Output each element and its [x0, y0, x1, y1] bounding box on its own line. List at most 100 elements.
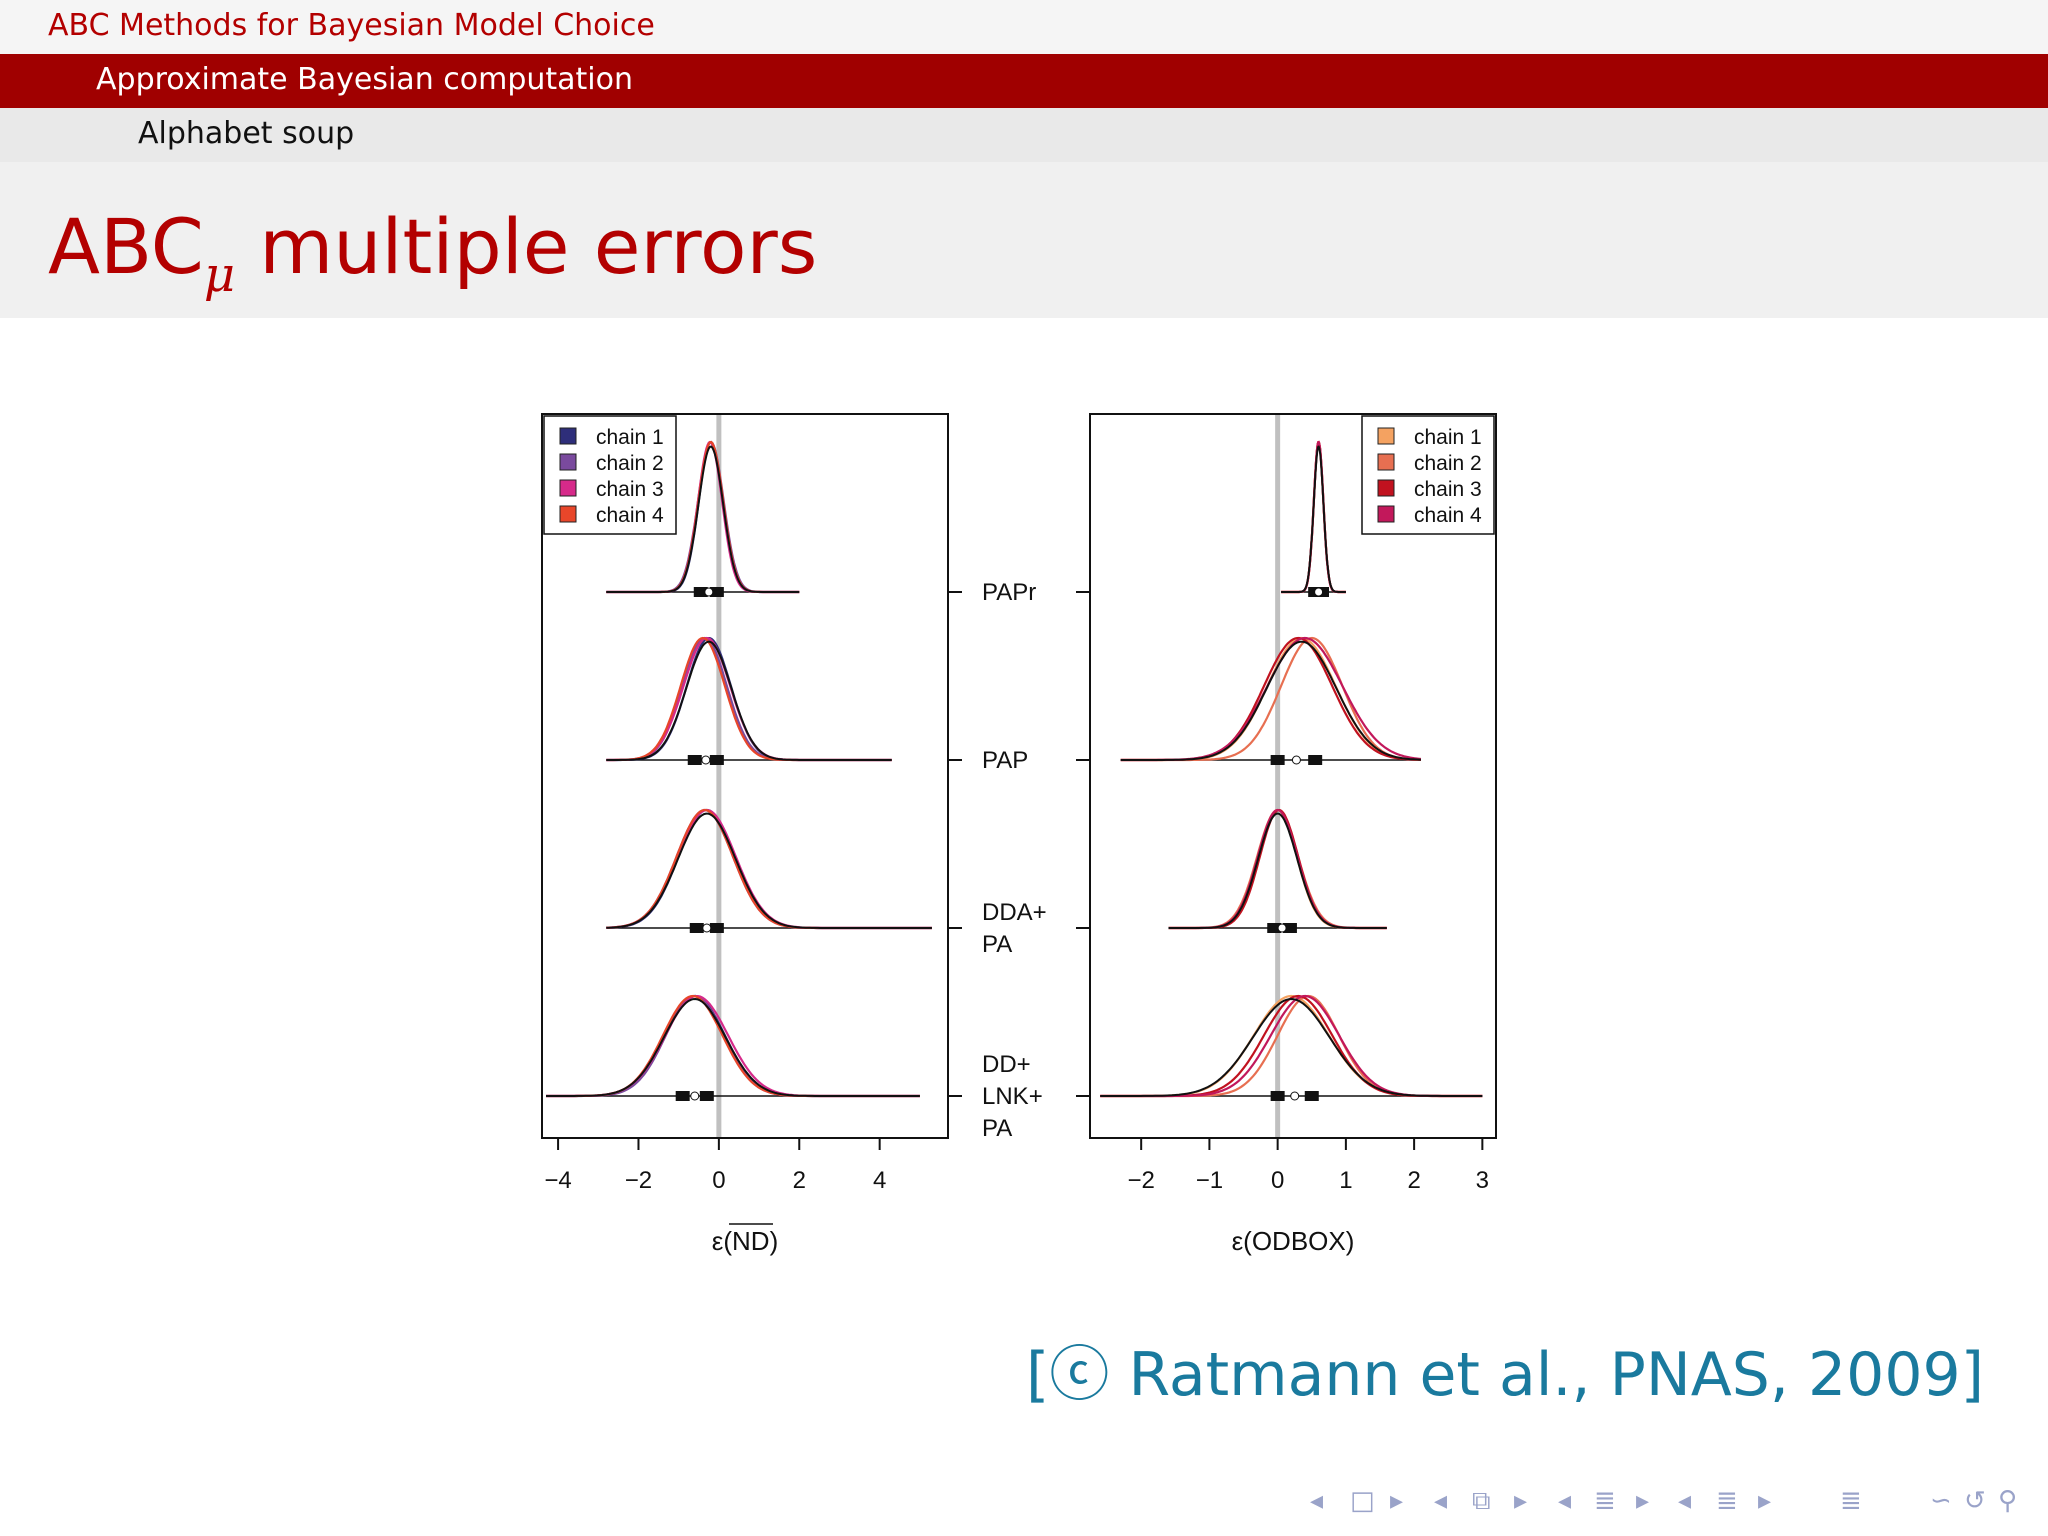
- nav-symbol-icon[interactable]: ⧉: [1472, 1486, 1491, 1516]
- nav-symbol-icon[interactable]: ▸: [1390, 1486, 1404, 1516]
- interval-median-marker: [690, 1091, 700, 1101]
- interval-marker: [709, 755, 724, 765]
- interval-marker: [1282, 923, 1297, 933]
- legend-label: chain 3: [1414, 478, 1482, 501]
- figure: −4 −2 0 2 4 ε(ND) chain 1 chain 2 chain 3 chain 4…: [541, 413, 1497, 1256]
- interval-median-marker: [701, 755, 711, 765]
- interval-marker: [699, 1091, 714, 1101]
- nav-symbol-icon[interactable]: ▸: [1636, 1486, 1650, 1516]
- x-tick-label: 2: [1407, 1167, 1420, 1194]
- x-tick-label: −2: [625, 1167, 652, 1194]
- density-curve-chain-3: [546, 994, 920, 1098]
- density-curve-overall: [1100, 997, 1483, 1097]
- row-label: PA: [982, 931, 1012, 958]
- row-label: PAP: [982, 747, 1028, 774]
- interval-median-marker: [1314, 587, 1324, 597]
- nav-symbol-icon[interactable]: ▸: [1514, 1486, 1528, 1516]
- interval-median-marker: [704, 587, 714, 597]
- legend-swatch: [559, 427, 577, 445]
- interval-median-marker: [1277, 923, 1287, 933]
- interval-marker: [675, 1091, 690, 1101]
- legend-label: chain 2: [1414, 452, 1482, 475]
- density-curve-chain-1: [1120, 636, 1421, 762]
- legend-swatch: [1377, 427, 1395, 445]
- nav-symbol-icon[interactable]: ≣: [1840, 1486, 1862, 1516]
- density-curve-overall: [1281, 445, 1346, 593]
- row-label: PA: [982, 1115, 1012, 1142]
- x-axis-label: ε(ODBOX): [1232, 1226, 1355, 1256]
- nav-symbol-icon[interactable]: ∽: [1930, 1486, 1952, 1516]
- row-label: DDA+: [982, 899, 1047, 926]
- legend-label: chain 2: [596, 452, 664, 475]
- nav-symbol-icon[interactable]: ↺: [1964, 1486, 1986, 1516]
- nav-symbol-icon[interactable]: ◂: [1678, 1486, 1692, 1516]
- density-curve-chain-2: [1100, 994, 1483, 1098]
- header-subsubsection-bar: Alphabet soup: [0, 108, 2048, 248]
- density-curve-overall: [606, 445, 800, 593]
- interval-median-marker: [702, 923, 712, 933]
- density-curve-chain-4: [1120, 636, 1422, 762]
- interval-marker: [1304, 1091, 1319, 1101]
- x-tick-label: 4: [873, 1167, 886, 1194]
- density-curve-overall: [546, 997, 920, 1097]
- legend-swatch: [1377, 505, 1395, 523]
- interval-marker: [709, 923, 724, 933]
- nav-symbol-icon[interactable]: ⚲: [1998, 1486, 2018, 1516]
- x-axis-label: ε(ND): [712, 1226, 778, 1256]
- density-curve-chain-2: [606, 636, 892, 762]
- header-section-bar: ABC Methods for Bayesian Model Choice: [0, 0, 2048, 54]
- header-subsubsection[interactable]: Alphabet soup: [138, 116, 355, 151]
- density-curve-chain-4: [606, 808, 932, 930]
- legend-label: chain 4: [1414, 504, 1482, 527]
- nav-symbol-icon[interactable]: □: [1350, 1486, 1375, 1516]
- legend-label: chain 1: [1414, 426, 1482, 449]
- interval-marker: [1270, 755, 1285, 765]
- title-subscript: μ: [203, 247, 236, 303]
- header-subsection[interactable]: Approximate Bayesian computation: [96, 62, 633, 97]
- title-rest: multiple errors: [235, 202, 818, 291]
- legend-swatch: [1377, 453, 1395, 471]
- nav-symbol-icon[interactable]: ≣: [1594, 1486, 1616, 1516]
- nav-symbol-icon[interactable]: ▸: [1758, 1486, 1772, 1516]
- x-tick-label: −2: [1127, 1167, 1154, 1194]
- header-section[interactable]: ABC Methods for Bayesian Model Choice: [48, 8, 655, 43]
- density-curve-overall: [1168, 812, 1387, 929]
- interval-marker: [689, 923, 704, 933]
- legend-swatch: [559, 453, 577, 471]
- density-curve-chain-3: [606, 808, 932, 930]
- legend-label: chain 4: [596, 504, 664, 527]
- row-label: DD+: [982, 1051, 1031, 1078]
- interval-marker: [1267, 923, 1282, 933]
- legend-label: chain 1: [596, 426, 664, 449]
- header-subsection-bar: Approximate Bayesian computation: [0, 54, 2048, 136]
- x-tick-label: 0: [1271, 1167, 1284, 1194]
- title-main: ABC: [48, 202, 204, 291]
- chart-panel-right: −2 −1 0 1 2 3 ε(ODBOX) chain 1 chain 2 chain 3 cha…: [1089, 413, 1497, 1256]
- interval-median-marker: [1291, 755, 1301, 765]
- nav-symbol-icon[interactable]: ◂: [1558, 1486, 1572, 1516]
- interval-marker: [1308, 755, 1323, 765]
- density-curve-chain-3: [1120, 636, 1421, 762]
- density-curve-chain-2: [1120, 636, 1421, 762]
- x-tick-label: 2: [793, 1167, 806, 1194]
- legend-swatch: [1377, 479, 1395, 497]
- nav-symbol-icon[interactable]: ◂: [1310, 1486, 1324, 1516]
- beamer-navigation: ◂ □ ▸ ◂ ⧉ ▸ ◂ ≣ ▸ ◂ ≣ ▸ ≣ ∽ ↺ ⚲: [1310, 1486, 2030, 1526]
- legend-swatch: [559, 479, 577, 497]
- nav-symbol-icon[interactable]: ◂: [1434, 1486, 1448, 1516]
- frame-title-bar: ABCμ multiple errors: [0, 162, 2048, 318]
- legend-swatch: [559, 505, 577, 523]
- interval-marker: [687, 755, 702, 765]
- x-tick-label: −1: [1196, 1167, 1223, 1194]
- density-curve-overall: [606, 812, 932, 929]
- density-curve-chain-2: [606, 808, 932, 930]
- x-tick-label: 3: [1476, 1167, 1489, 1194]
- chart-frame: [1089, 413, 1497, 1139]
- density-curve-chain-1: [606, 808, 932, 930]
- legend-label: chain 3: [596, 478, 664, 501]
- interval-marker: [693, 587, 708, 597]
- page-title: ABCμ multiple errors: [48, 202, 817, 303]
- row-label: LNK+: [982, 1083, 1043, 1110]
- nav-symbol-icon[interactable]: ≣: [1716, 1486, 1738, 1516]
- x-tick-label: 0: [712, 1167, 725, 1194]
